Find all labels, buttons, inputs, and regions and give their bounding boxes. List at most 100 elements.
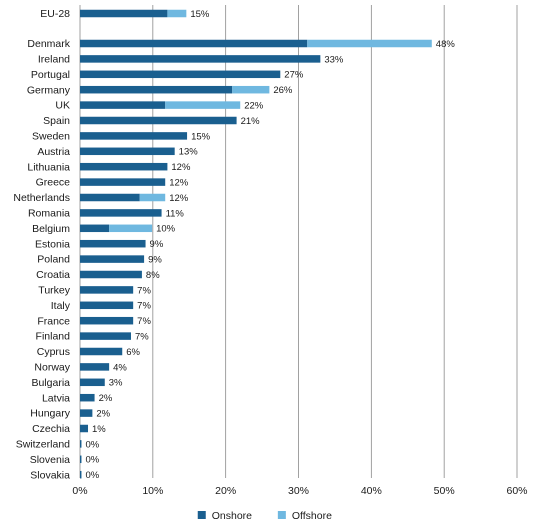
bar-onshore-eu-28 (80, 9, 168, 18)
legend-label-onshore: Onshore (212, 510, 252, 522)
category-label-eu-28: EU-28 (40, 8, 70, 20)
bar-onshore-turkey (80, 286, 134, 294)
value-label-latvia: 2% (99, 393, 113, 404)
value-label-sweden: 15% (191, 131, 211, 142)
value-label-romania: 11% (166, 208, 185, 219)
bar-onshore-denmark (80, 39, 308, 48)
x-tick-label-30: 30% (288, 485, 309, 497)
value-label-bulgaria: 3% (109, 378, 123, 389)
category-label-france: France (37, 315, 70, 327)
x-tick-label-50: 50% (434, 485, 455, 497)
bars (80, 9, 432, 479)
value-label-uk: 22% (244, 101, 264, 112)
value-label-italy: 7% (137, 301, 151, 312)
value-label-austria: 13% (179, 147, 199, 158)
category-label-switzerland: Switzerland (16, 439, 70, 451)
value-label-portugal: 27% (284, 70, 304, 81)
value-label-cyprus: 6% (126, 347, 140, 358)
category-label-belgium: Belgium (32, 223, 70, 235)
bar-onshore-switzerland (80, 440, 82, 448)
value-label-netherlands: 12% (169, 193, 189, 204)
legend-swatch-onshore (197, 511, 206, 519)
bar-onshore-hungary (80, 409, 93, 417)
category-label-italy: Italy (51, 300, 71, 312)
category-label-greece: Greece (36, 177, 71, 189)
bar-onshore-czechia (80, 424, 89, 433)
legend-swatch-offshore (277, 511, 286, 519)
bar-onshore-poland (80, 255, 145, 263)
bar-onshore-lithuania (80, 162, 168, 171)
category-label-finland: Finland (36, 331, 71, 343)
category-label-croatia: Croatia (36, 269, 70, 281)
category-label-austria: Austria (37, 146, 70, 158)
bar-onshore-uk (80, 101, 166, 109)
bar-onshore-sweden (80, 132, 188, 140)
category-label-poland: Poland (37, 254, 70, 266)
bar-onshore-france (80, 316, 134, 325)
category-label-czechia: Czechia (32, 423, 70, 435)
category-label-spain: Spain (43, 115, 70, 127)
value-label-greece: 12% (169, 178, 189, 189)
value-label-slovenia: 0% (85, 455, 99, 466)
bar-onshore-portugal (80, 70, 281, 79)
value-label-france: 7% (137, 316, 151, 327)
value-label-belgium: 10% (156, 224, 176, 235)
value-label-switzerland: 0% (85, 439, 99, 450)
value-label-croatia: 8% (146, 270, 160, 281)
category-label-ireland: Ireland (38, 54, 70, 66)
category-label-germany: Germany (27, 84, 71, 96)
category-label-hungary: Hungary (30, 408, 70, 420)
bar-onshore-cyprus (80, 347, 123, 356)
value-label-estonia: 9% (150, 239, 164, 250)
category-label-latvia: Latvia (42, 392, 70, 404)
value-label-norway: 4% (113, 362, 127, 373)
bar-offshore-belgium (109, 224, 153, 233)
bar-offshore-denmark (307, 39, 432, 48)
legend-label-offshore: Offshore (292, 510, 332, 522)
x-tick-label-40: 40% (361, 485, 382, 497)
bar-onshore-romania (80, 209, 162, 217)
value-label-lithuania: 12% (171, 162, 191, 173)
value-label-poland: 9% (148, 255, 162, 266)
x-tick-label-10: 10% (142, 485, 163, 497)
bar-onshore-belgium (80, 224, 110, 233)
value-label-spain: 21% (241, 116, 261, 127)
category-label-uk: UK (55, 100, 70, 112)
category-label-bulgaria: Bulgaria (31, 377, 70, 389)
bar-onshore-austria (80, 147, 175, 156)
bar-onshore-greece (80, 178, 166, 186)
category-label-cyprus: Cyprus (37, 346, 70, 358)
category-label-norway: Norway (34, 362, 70, 374)
category-label-romania: Romania (28, 208, 70, 220)
bar-offshore-eu-28 (167, 9, 187, 18)
bar-onshore-slovenia (80, 455, 82, 464)
bar-onshore-estonia (80, 239, 146, 248)
bar-offshore-germany (232, 85, 270, 94)
category-labels: EU-28 Denmark Ireland Portugal Germany UK Spai… (13, 8, 70, 481)
value-label-slovakia: 0% (85, 470, 99, 481)
category-label-slovenia: Slovenia (30, 454, 70, 466)
grid-lines (79, 5, 518, 478)
bar-offshore-netherlands (139, 193, 166, 202)
bar-onshore-spain (80, 116, 237, 125)
bar-onshore-ireland (80, 55, 321, 63)
value-label-ireland: 33% (324, 54, 344, 65)
category-label-netherlands: Netherlands (13, 192, 70, 204)
bar-onshore-finland (80, 332, 131, 340)
bar-onshore-germany (80, 85, 233, 94)
bar-onshore-latvia (80, 393, 95, 402)
category-label-sweden: Sweden (32, 131, 70, 143)
bar-onshore-croatia (80, 270, 142, 279)
bar-offshore-uk (165, 101, 241, 109)
category-label-estonia: Estonia (35, 238, 70, 250)
category-label-turkey: Turkey (38, 285, 70, 297)
category-label-portugal: Portugal (31, 69, 70, 81)
bar-onshore-slovakia (80, 470, 82, 479)
x-tick-label-60: 60% (506, 485, 527, 497)
value-label-eu-28: 15% (190, 9, 210, 20)
value-label-hungary: 2% (96, 409, 110, 420)
value-label-czechia: 1% (92, 424, 106, 435)
value-label-finland: 7% (135, 332, 149, 343)
category-label-slovakia: Slovakia (30, 469, 70, 481)
